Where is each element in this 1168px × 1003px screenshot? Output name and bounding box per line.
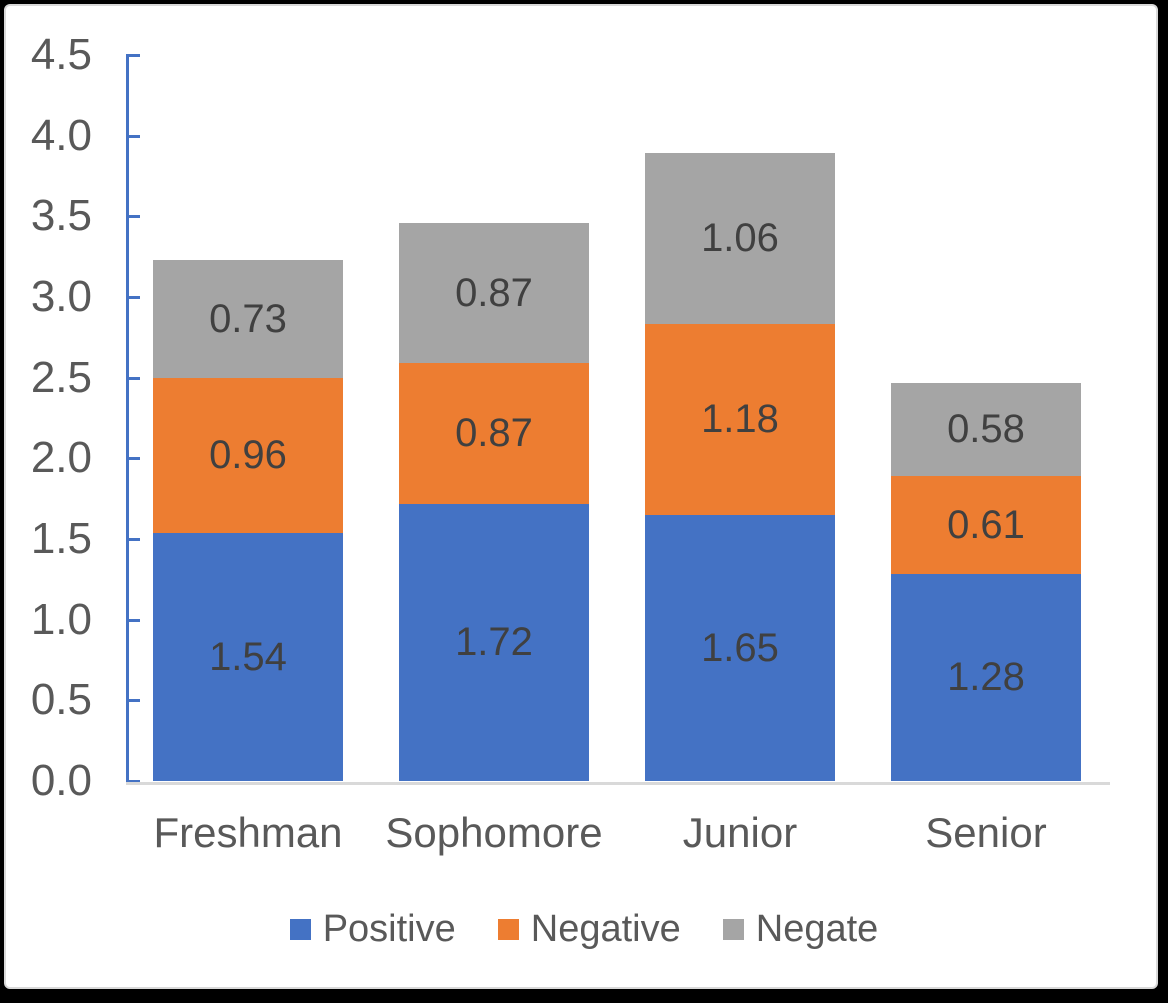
- y-axis-tick: [126, 457, 140, 460]
- y-axis-tick: [126, 296, 140, 299]
- category-label-sophomore: Sophomore: [385, 809, 603, 856]
- bar-segment-positive-freshman: 1.54: [153, 533, 343, 781]
- bar-value-label: 0.73: [209, 296, 287, 341]
- legend-label-negate: Negate: [755, 907, 879, 950]
- bar-segment-negative-junior: 1.18: [645, 324, 835, 515]
- bar-segment-negate-sophomore: 0.87: [399, 223, 589, 363]
- legend-item-negative: Negative: [497, 907, 681, 951]
- category-label-freshman: Freshman: [153, 809, 343, 856]
- bar-segment-negative-sophomore: 0.87: [399, 363, 589, 504]
- y-axis-line: [126, 55, 129, 784]
- bar-segment-positive-sophomore: 1.72: [399, 504, 589, 781]
- bar-segment-positive-senior: 1.28: [891, 574, 1081, 781]
- y-axis-tick: [126, 54, 140, 57]
- y-axis-tick-label: 1.0: [30, 595, 92, 644]
- category-label-senior: Senior: [925, 809, 1047, 856]
- y-axis-tick-label: 0.5: [30, 675, 92, 724]
- legend-marker-negative: [497, 918, 519, 940]
- y-axis-tick-label: 0.0: [30, 756, 92, 805]
- bar-value-label: 1.06: [701, 216, 779, 260]
- y-axis-tick: [126, 215, 140, 218]
- bar-value-label: 1.28: [947, 655, 1025, 699]
- y-axis-tick-label: 3.5: [30, 191, 92, 240]
- legend-marker-negate: [722, 918, 744, 940]
- bar-segment-positive-junior: 1.65: [645, 515, 835, 781]
- legend-label-negative: Negative: [530, 907, 681, 950]
- y-axis-tick-label: 3.0: [30, 272, 92, 321]
- bar-value-label: 1.54: [209, 634, 287, 679]
- legend-item-positive: Positive: [289, 907, 456, 951]
- y-axis-tick: [126, 619, 140, 622]
- legend-marker-positive: [289, 918, 311, 940]
- y-axis-tick-label: 2.5: [30, 353, 92, 402]
- bar-segment-negate-junior: 1.06: [645, 153, 835, 324]
- y-axis-tick-label: 2.0: [30, 433, 92, 482]
- y-axis-tick: [126, 780, 140, 783]
- y-axis-tick-label: 4.5: [30, 30, 92, 79]
- bar-segment-negate-freshman: 0.73: [153, 260, 343, 378]
- y-axis-tick: [126, 699, 140, 702]
- bar-value-label: 1.72: [455, 620, 533, 664]
- bar-segment-negative-senior: 0.61: [891, 476, 1081, 574]
- legend-item-negate: Negate: [722, 907, 879, 951]
- bar-segment-negate-senior: 0.58: [891, 383, 1081, 476]
- bar-value-label: 0.87: [455, 411, 533, 455]
- y-axis-tick: [126, 135, 140, 138]
- legend: Positive Negative Negate: [0, 903, 1168, 955]
- bar-value-label: 0.58: [947, 407, 1025, 451]
- bar-value-label: 0.87: [455, 270, 533, 315]
- bar-value-label: 1.18: [701, 397, 779, 441]
- x-axis-line: [126, 782, 1110, 785]
- bar-segment-negative-freshman: 0.96: [153, 378, 343, 533]
- y-axis-tick-label: 1.5: [30, 514, 92, 563]
- bar-value-label: 0.96: [209, 433, 287, 477]
- y-axis-tick: [126, 377, 140, 380]
- category-label-junior: Junior: [682, 809, 798, 856]
- legend-label-positive: Positive: [322, 907, 456, 950]
- bar-value-label: 1.65: [701, 625, 779, 670]
- bar-value-label: 0.61: [947, 502, 1025, 547]
- y-axis-tick-label: 4.0: [30, 111, 92, 160]
- y-axis-tick: [126, 538, 140, 541]
